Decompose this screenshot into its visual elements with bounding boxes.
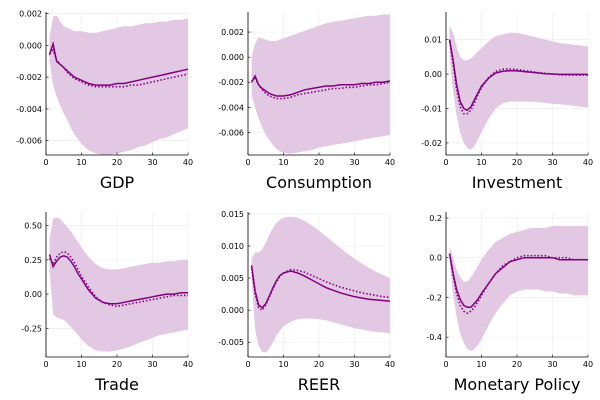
series-line-dotted	[448, 41, 588, 115]
y-tick-label: 0.50	[24, 222, 42, 231]
series-line-solid	[448, 253, 588, 309]
y-tick-label: -0.02	[421, 139, 442, 148]
y-tick-label: 0.000	[19, 41, 42, 50]
x-tick-label: 0	[43, 360, 48, 369]
y-tick-label: 0.005	[221, 274, 244, 283]
y-tick-label: 0.000	[221, 306, 244, 315]
x-tick-label: 20	[314, 158, 324, 167]
panel-reer: 0 10 20 30 40 -0.005 0.000 0.005 0.010 0.015 REER	[218, 210, 395, 394]
y-tick-label: -0.4	[426, 333, 442, 342]
x-tick-label: 30	[547, 360, 557, 369]
x-tick-label: 20	[112, 158, 122, 167]
x-tick-label: 10	[76, 158, 86, 167]
x-tick-label: 10	[278, 158, 288, 167]
panel-monetary-policy: 0 10 20 30 40 -0.4 -0.2 0.0 0.2 Monetary Policy	[426, 212, 593, 394]
x-tick-label: 40	[183, 360, 193, 369]
series-line-dotted	[48, 48, 189, 88]
x-tick-label: 40	[183, 158, 193, 167]
x-tick-label: 10	[476, 360, 486, 369]
x-tick-label: 0	[43, 158, 48, 167]
panel-gdp: 0 10 20 30 40 -0.006 -0.004 -0.002 0.000 0.002 GDP	[16, 10, 193, 192]
confidence-band	[49, 15, 188, 156]
y-tick-label: 0.2	[429, 214, 442, 223]
series-line-dotted	[48, 250, 188, 308]
y-tick-label: 0.00	[424, 70, 442, 79]
panel-title: GDP	[100, 173, 135, 192]
panel-title: Monetary Policy	[454, 375, 581, 394]
y-tick-label: 0.25	[24, 256, 42, 265]
y-tick-label: -0.01	[421, 104, 442, 113]
y-tick-label: 0.015	[221, 210, 244, 219]
panel-title: REER	[298, 375, 340, 394]
x-tick-label: 20	[512, 360, 522, 369]
y-tick-label: -0.006	[16, 137, 42, 146]
series-line-dotted	[448, 253, 588, 315]
x-tick-label: 30	[349, 158, 359, 167]
y-tick-label: 0.000	[221, 53, 244, 62]
y-tick-label: -0.002	[16, 73, 42, 82]
y-tick-label: -0.004	[218, 103, 244, 112]
series-line-solid	[250, 74, 391, 97]
confidence-band	[449, 25, 588, 150]
x-tick-label: 0	[245, 158, 250, 167]
y-tick-label: 0.010	[221, 242, 244, 251]
x-tick-label: 30	[349, 360, 359, 369]
x-tick-label: 20	[112, 360, 122, 369]
x-tick-label: 30	[547, 158, 557, 167]
confidence-band	[49, 217, 188, 352]
y-tick-label: 0.01	[424, 36, 442, 45]
panel-title: Trade	[94, 375, 139, 394]
y-tick-label: -0.002	[218, 78, 244, 87]
series-line-solid	[250, 265, 391, 309]
y-tick-label: -0.005	[218, 338, 244, 347]
x-tick-label: 30	[147, 158, 157, 167]
panel-investment: 0 10 20 30 40 -0.02 -0.01 0.00 0.01 Investment	[421, 12, 593, 192]
x-tick-label: 0	[245, 360, 250, 369]
series-line-dotted	[251, 77, 391, 100]
confidence-band	[449, 225, 588, 351]
y-tick-label: 0.002	[221, 28, 244, 37]
y-tick-label: -0.006	[218, 128, 244, 137]
x-tick-label: 10	[278, 360, 288, 369]
series-line-dotted	[250, 268, 391, 312]
x-tick-label: 30	[147, 360, 157, 369]
y-tick-label: 0.0	[429, 254, 442, 263]
x-tick-label: 20	[512, 158, 522, 167]
y-tick-label: -0.004	[16, 105, 42, 114]
y-tick-label: 0.00	[24, 290, 42, 299]
x-tick-label: 0	[443, 158, 448, 167]
x-tick-label: 40	[385, 360, 395, 369]
x-tick-label: 40	[583, 360, 593, 369]
panel-consumption: 0 10 20 30 40 -0.006 -0.004 -0.002 0.000 0.002 Con…	[218, 12, 395, 192]
panel-title: Investment	[472, 173, 563, 192]
y-tick-label: -0.25	[21, 324, 42, 333]
x-tick-label: 20	[314, 360, 324, 369]
panel-trade: 0 10 20 30 40 -0.25 0.00 0.25 0.50 Trade	[21, 212, 193, 394]
x-tick-label: 10	[76, 360, 86, 369]
y-tick-label: -0.2	[426, 293, 442, 302]
x-tick-label: 40	[385, 158, 395, 167]
y-tick-label: 0.002	[19, 10, 42, 19]
x-tick-label: 10	[476, 158, 486, 167]
confidence-band	[251, 14, 390, 154]
panel-title: Consumption	[266, 173, 372, 192]
x-tick-label: 0	[443, 360, 448, 369]
x-tick-label: 40	[583, 158, 593, 167]
